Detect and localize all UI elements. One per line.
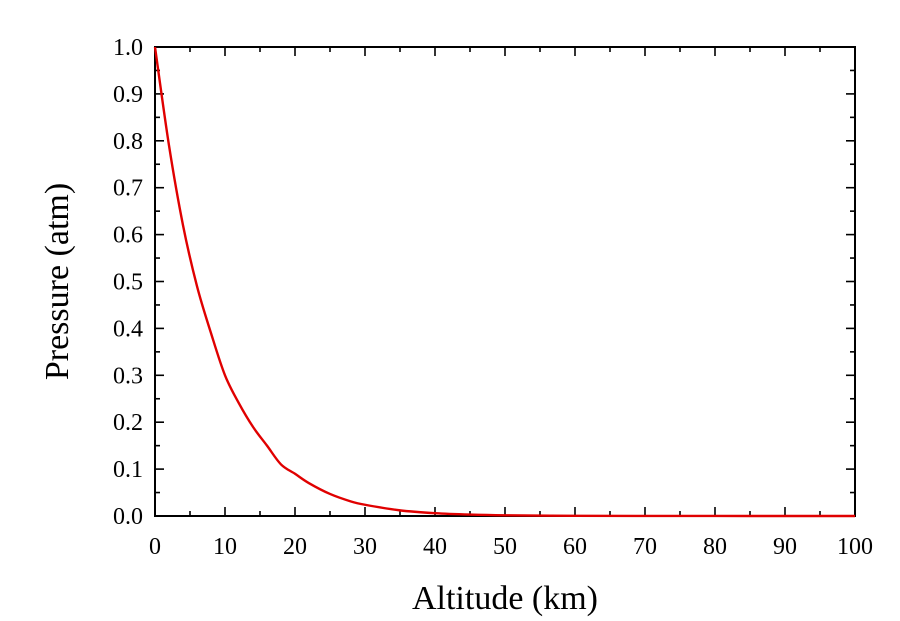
y-tick-label: 0.5	[113, 270, 143, 296]
y-axis-tick-labels: 0.0 0.1 0.2 0.3 0.4 0.5 0.6 0.7 0.8 0.9 1.0	[113, 35, 143, 530]
y-tick-label: 0.7	[113, 176, 143, 202]
x-tick-label: 70	[633, 534, 657, 560]
x-tick-label: 0	[149, 534, 161, 560]
x-tick-label: 90	[773, 534, 797, 560]
series-group	[153, 46, 856, 518]
y-tick-label: 0.6	[113, 223, 143, 249]
series-line-0	[153, 46, 856, 518]
x-tick-label: 80	[703, 534, 727, 560]
x-axis-title: Altitude (km)	[412, 580, 598, 617]
x-tick-label: 40	[423, 534, 447, 560]
x-tick-label: 60	[563, 534, 587, 560]
y-tick-label: 0.8	[113, 129, 143, 155]
y-tick-label: 0.2	[113, 410, 143, 436]
plot-frame	[154, 46, 856, 517]
y-tick-label: 0.9	[113, 82, 143, 108]
x-axis-tick-labels: 0 10 20 30 40 50 60 70 80 90 100	[149, 534, 873, 560]
x-tick-label: 50	[493, 534, 517, 560]
y-tick-label: 0.0	[113, 504, 143, 530]
y-tick-label: 0.4	[113, 316, 143, 342]
y-tick-label: 0.3	[113, 363, 143, 389]
plot-area	[154, 46, 856, 517]
y-tick-label: 0.1	[113, 457, 143, 483]
axis-ticks	[154, 46, 856, 517]
x-tick-label: 20	[283, 534, 307, 560]
x-tick-label: 10	[213, 534, 237, 560]
x-tick-label: 100	[837, 534, 873, 560]
x-tick-label: 30	[353, 534, 377, 560]
y-axis-title: Pressure (atm)	[39, 183, 76, 380]
y-tick-label: 1.0	[113, 35, 143, 61]
